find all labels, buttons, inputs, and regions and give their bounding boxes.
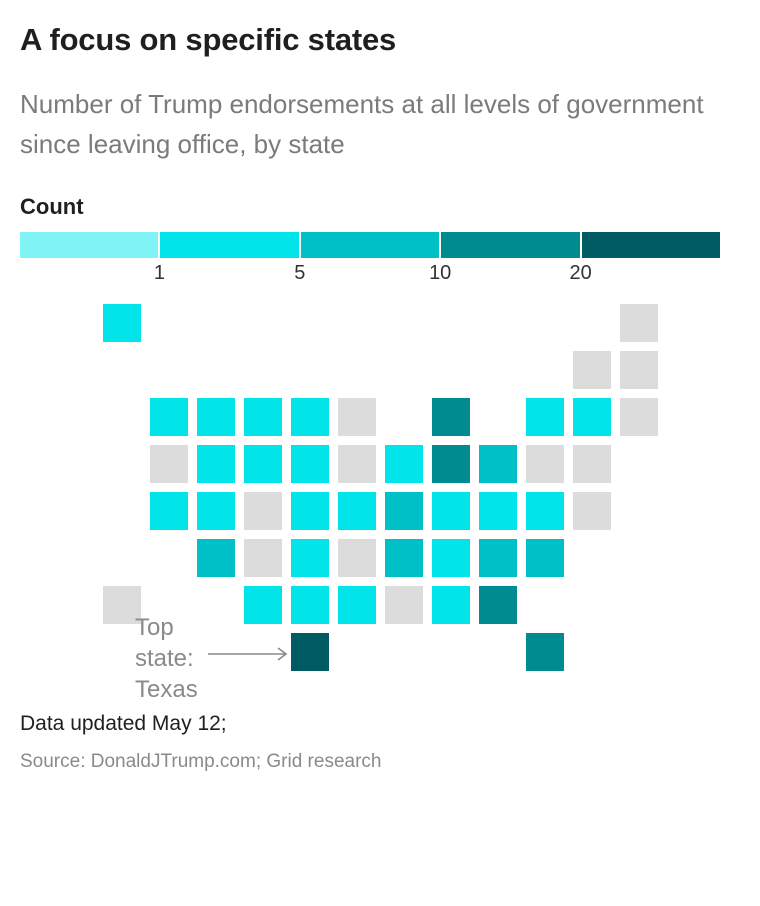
state-tile — [244, 398, 282, 436]
annotation-line-texas: Texas — [135, 676, 198, 703]
state-tile — [526, 492, 564, 530]
state-tile — [526, 539, 564, 577]
legend-swatch — [160, 232, 299, 258]
legend-swatch — [20, 232, 159, 258]
state-tile — [385, 586, 423, 624]
color-legend: 1 5 10 20 — [20, 232, 720, 284]
state-tile — [620, 398, 658, 436]
state-tile — [291, 539, 329, 577]
top-state-annotation: Top state: Texas — [135, 612, 225, 705]
state-tile — [526, 633, 564, 671]
state-tile — [432, 398, 470, 436]
state-tile — [385, 492, 423, 530]
legend-swatch — [441, 232, 580, 258]
annotation-line-state: state: — [135, 645, 194, 672]
legend-tick-label: 5 — [294, 262, 306, 284]
legend-swatch — [300, 232, 440, 258]
state-tile — [150, 398, 188, 436]
state-tile — [479, 586, 517, 624]
state-tile — [291, 445, 329, 483]
state-tile — [291, 398, 329, 436]
state-tile — [526, 445, 564, 483]
state-tile — [244, 586, 282, 624]
legend-tick-label: 20 — [569, 262, 592, 284]
state-tile — [338, 492, 376, 530]
state-tile — [385, 445, 423, 483]
state-tile — [573, 492, 611, 530]
state-tile — [573, 445, 611, 483]
state-tile — [432, 539, 470, 577]
state-tile — [150, 445, 188, 483]
state-tile — [244, 445, 282, 483]
state-tile — [338, 445, 376, 483]
data-updated-note: Data updated May 12; — [20, 712, 227, 735]
state-tile — [620, 304, 658, 342]
state-tile — [526, 398, 564, 436]
state-tile — [338, 539, 376, 577]
state-tile — [432, 492, 470, 530]
state-tile — [479, 539, 517, 577]
state-tile — [197, 398, 235, 436]
state-tile — [291, 586, 329, 624]
state-tile — [197, 492, 235, 530]
legend-tick-label: 1 — [153, 262, 165, 284]
state-tile — [620, 351, 658, 389]
state-tile — [291, 633, 329, 671]
state-tile — [103, 304, 141, 342]
state-tile — [479, 445, 517, 483]
state-tile — [291, 492, 329, 530]
state-tile — [244, 539, 282, 577]
state-tile — [432, 445, 470, 483]
state-tile — [197, 539, 235, 577]
state-tile — [573, 351, 611, 389]
state-tile — [385, 539, 423, 577]
state-tile — [338, 398, 376, 436]
state-tile — [150, 492, 188, 530]
chart-title: A focus on specific states — [20, 22, 397, 57]
state-tile — [244, 492, 282, 530]
state-tile — [197, 445, 235, 483]
state-tile — [479, 492, 517, 530]
chart-subtitle: Number of Trump endorsements at all leve… — [20, 89, 704, 159]
annotation-line-top: Top — [135, 614, 174, 641]
state-tile — [338, 586, 376, 624]
annotation-arrow-icon — [208, 647, 288, 661]
state-tile — [432, 586, 470, 624]
legend-title: Count — [20, 194, 84, 219]
legend-tick-label: 10 — [429, 262, 452, 284]
state-tile — [573, 398, 611, 436]
legend-swatch — [581, 232, 720, 258]
source-line: Source: DonaldJTrump.com; Grid research — [20, 751, 382, 772]
